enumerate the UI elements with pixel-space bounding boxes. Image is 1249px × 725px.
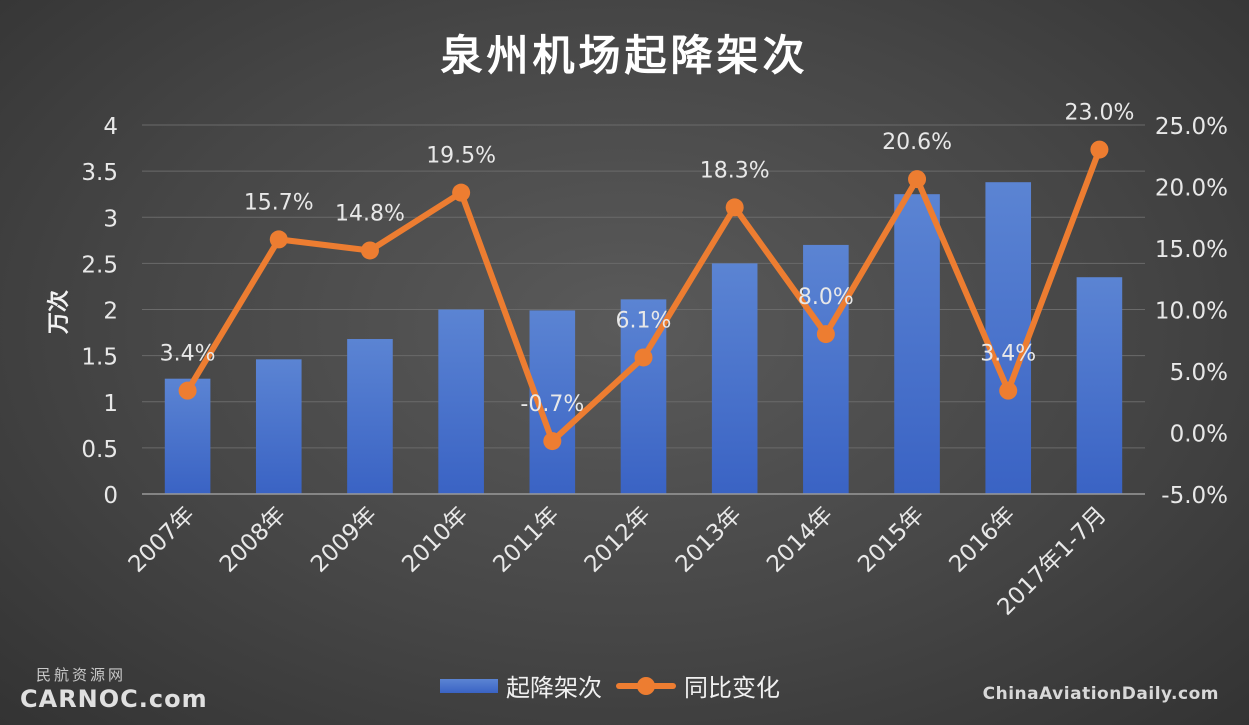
yoy-data-label: 14.8% (335, 201, 405, 226)
category-label: 2012年 (580, 502, 656, 578)
carnoc-cn-text: 民航资源网 (36, 666, 127, 684)
bar (438, 309, 484, 494)
bar (985, 182, 1032, 494)
left-tick-label: 0 (103, 483, 118, 509)
yoy-data-label: 3.4% (980, 342, 1036, 367)
category-label: 2010年 (397, 502, 473, 578)
yoy-point (999, 381, 1018, 400)
left-tick-label: 2 (103, 299, 118, 325)
left-tick-label: 2.5 (81, 252, 118, 278)
yoy-point (543, 432, 562, 451)
legend: 起降架次 同比变化 (440, 668, 780, 703)
yoy-point (634, 348, 653, 367)
legend-item-bar: 起降架次 (440, 668, 602, 703)
yoy-data-label: 18.3% (700, 158, 770, 183)
yoy-point (360, 241, 379, 260)
left-tick-label: 4 (103, 114, 118, 140)
yoy-point (816, 325, 835, 344)
legend-bar-swatch (440, 678, 498, 693)
left-axis-label: 万次 (46, 290, 72, 335)
bar (803, 244, 849, 494)
yoy-point (178, 381, 197, 400)
yoy-point (269, 230, 288, 249)
yoy-data-label: 19.5% (426, 144, 496, 169)
right-tick-label: -5.0% (1161, 483, 1228, 509)
legend-bar-label: 起降架次 (506, 674, 602, 702)
carnoc-watermark: 民航资源网 CARNOC.com (20, 664, 208, 713)
yoy-point (1090, 140, 1109, 159)
yoy-data-label: 8.0% (798, 285, 854, 310)
category-label: 2015年 (853, 502, 929, 578)
left-tick-label: 3.5 (81, 160, 118, 186)
yoy-point (452, 183, 471, 202)
right-tick-label: 25.0% (1155, 114, 1228, 140)
left-tick-label: 0.5 (81, 437, 118, 463)
carnoc-en-text: CARNOC.com (20, 685, 208, 713)
bar (1076, 277, 1123, 494)
yoy-data-label: -0.7% (520, 392, 584, 417)
bar (711, 263, 758, 494)
category-label: 2008年 (215, 502, 291, 578)
right-tick-label: 5.0% (1170, 360, 1228, 386)
left-tick-label: 1 (103, 391, 118, 417)
yoy-data-label: 20.6% (882, 130, 952, 155)
bar (894, 194, 940, 494)
bar (255, 359, 302, 494)
chinaaviationdaily-text: ChinaAviationDaily.com (982, 684, 1219, 704)
legend-line-label: 同比变化 (684, 674, 780, 702)
legend-line-swatch (616, 676, 676, 695)
right-tick-label: 10.0% (1155, 299, 1228, 325)
right-tick-label: 15.0% (1155, 237, 1228, 263)
category-label: 2014年 (762, 502, 838, 578)
left-tick-label: 3 (103, 206, 118, 232)
yoy-data-label: 23.0% (1064, 101, 1134, 126)
yoy-data-label: 15.7% (244, 190, 314, 215)
chinaaviationdaily-watermark: ChinaAviationDaily.com (983, 684, 1219, 704)
category-label: 2011年 (489, 502, 565, 578)
category-label: 2007年 (124, 502, 200, 578)
yoy-point (725, 198, 744, 217)
right-tick-label: 0.0% (1170, 422, 1228, 448)
right-tick-label: 20.0% (1155, 176, 1228, 202)
left-tick-label: 1.5 (81, 345, 118, 371)
legend-item-line: 同比变化 (616, 668, 780, 703)
category-label: 2009年 (306, 502, 382, 578)
category-label: 2016年 (944, 502, 1020, 578)
yoy-data-label: 6.1% (616, 308, 672, 333)
category-label: 2013年 (671, 502, 747, 578)
bar (347, 339, 393, 494)
chart-title: 泉州机场起降架次 (440, 31, 809, 80)
yoy-point (908, 170, 927, 189)
yoy-data-label: 3.4% (160, 342, 216, 367)
